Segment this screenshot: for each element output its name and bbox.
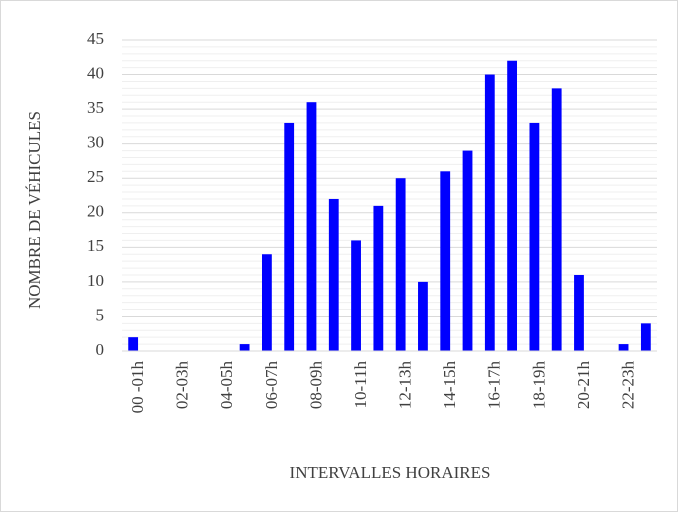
y-tick-label: 25 — [87, 167, 104, 186]
y-tick-label: 30 — [87, 133, 104, 152]
bar — [418, 281, 428, 351]
bar — [306, 102, 317, 351]
x-tick-label: 16-17h — [485, 361, 504, 410]
x-tick-label: 08-09h — [306, 361, 325, 410]
x-tick-label: 10-11h — [351, 361, 370, 409]
y-axis-title: NOMBRE DE VÉHICULES — [25, 111, 44, 309]
y-tick-label: 20 — [87, 202, 104, 221]
y-tick-label: 35 — [87, 98, 104, 117]
y-tick-label: 10 — [87, 271, 104, 290]
bar — [640, 323, 651, 351]
y-tick-label: 15 — [87, 236, 104, 255]
x-tick-label: 12-13h — [396, 361, 415, 410]
bar — [128, 337, 139, 351]
x-tick-label: 02-03h — [173, 361, 192, 410]
y-tick-label: 45 — [87, 29, 104, 48]
x-tick-label: 04-05h — [217, 361, 236, 410]
x-tick-label: 22-23h — [618, 361, 637, 410]
bar — [507, 60, 518, 351]
x-tick-label: 18-19h — [529, 361, 548, 410]
y-tick-label: 5 — [96, 305, 105, 324]
bar — [618, 344, 629, 351]
x-tick-label: 00 -01h — [128, 361, 147, 414]
bar — [440, 171, 451, 351]
x-tick-label: 14-15h — [440, 361, 459, 410]
bar — [239, 344, 250, 351]
x-tick-label: 20-21h — [574, 361, 593, 410]
bar — [328, 198, 339, 351]
bar — [351, 240, 361, 351]
bar — [484, 74, 495, 352]
y-tick-label: 40 — [87, 63, 104, 82]
bar — [284, 122, 295, 351]
bar — [462, 150, 473, 351]
bar — [395, 178, 406, 351]
bar — [373, 205, 384, 351]
bar — [529, 122, 540, 351]
y-tick-label: 0 — [96, 340, 105, 359]
bar — [551, 88, 562, 351]
x-axis-title: INTERVALLES HORAIRES — [290, 463, 491, 482]
bar — [574, 274, 584, 351]
x-tick-label: 06-07h — [262, 361, 281, 410]
bar — [261, 254, 272, 351]
